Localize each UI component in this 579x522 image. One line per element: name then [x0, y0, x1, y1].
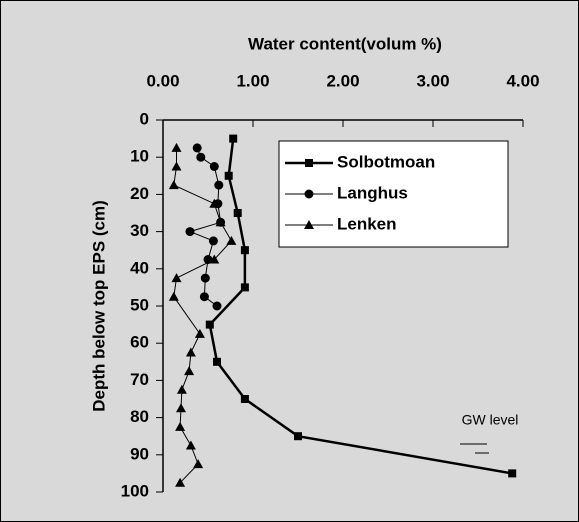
data-point: [185, 440, 196, 450]
data-point: [175, 477, 186, 487]
data-point: [294, 432, 302, 441]
annotation: GW level: [462, 412, 519, 428]
data-point: [192, 143, 202, 153]
y-tick-label: 70: [130, 370, 149, 389]
y-tick-label: 20: [130, 184, 149, 203]
data-point: [193, 459, 204, 469]
x-tick-label: 2.00: [326, 71, 359, 90]
data-point: [209, 254, 220, 264]
data-point: [213, 357, 221, 366]
data-point: [208, 236, 218, 246]
x-tick-label: 3.00: [416, 71, 449, 90]
y-tick-label: 90: [130, 444, 149, 463]
data-point: [200, 273, 210, 283]
data-point: [171, 142, 182, 152]
data-point: [240, 395, 249, 403]
legend-marker: [304, 189, 314, 199]
y-tick-label: 40: [130, 258, 149, 277]
chart-title: Water content(volum %): [248, 34, 442, 53]
data-point: [240, 246, 249, 255]
data-point: [229, 134, 238, 143]
data-point: [168, 291, 179, 301]
data-point: [212, 301, 222, 311]
data-point: [185, 227, 195, 237]
data-point: [508, 469, 517, 478]
data-point: [185, 347, 196, 357]
data-point: [184, 366, 195, 376]
x-tick-label: 0.00: [146, 71, 179, 90]
data-point: [171, 273, 182, 283]
y-tick-label: 80: [130, 407, 149, 426]
data-point: [240, 283, 249, 292]
data-point: [199, 292, 209, 302]
x-tick-label: 4.00: [506, 71, 539, 90]
data-point: [196, 152, 206, 162]
data-point: [168, 180, 179, 190]
y-tick-label: 60: [130, 333, 149, 352]
legend-label: Lenken: [337, 214, 397, 233]
legend-marker: [304, 220, 314, 229]
legend-label: Langhus: [337, 183, 408, 202]
y-tick-label: 100: [121, 481, 149, 500]
data-point: [233, 209, 242, 217]
data-point: [176, 384, 187, 394]
y-tick-label: 10: [130, 147, 149, 166]
y-tick-label: 50: [130, 295, 149, 314]
data-point: [175, 421, 186, 431]
y-tick-label: 30: [130, 221, 149, 240]
legend-marker: [305, 159, 313, 167]
data-point: [194, 328, 205, 338]
data-point: [176, 403, 186, 413]
data-point: [205, 320, 214, 329]
y-tick-label: 0: [140, 109, 149, 128]
data-point: [224, 171, 233, 180]
y-axis-label: Depth below top EPS (cm): [89, 200, 108, 412]
data-point: [226, 235, 237, 245]
x-tick-label: 1.00: [236, 71, 269, 90]
legend-label: Solbotmoan: [337, 152, 435, 171]
data-point: [209, 198, 220, 208]
series-line: [208, 138, 513, 475]
data-point: [214, 180, 224, 190]
data-point: [171, 161, 182, 171]
data-point: [215, 217, 226, 227]
data-point: [209, 162, 219, 171]
